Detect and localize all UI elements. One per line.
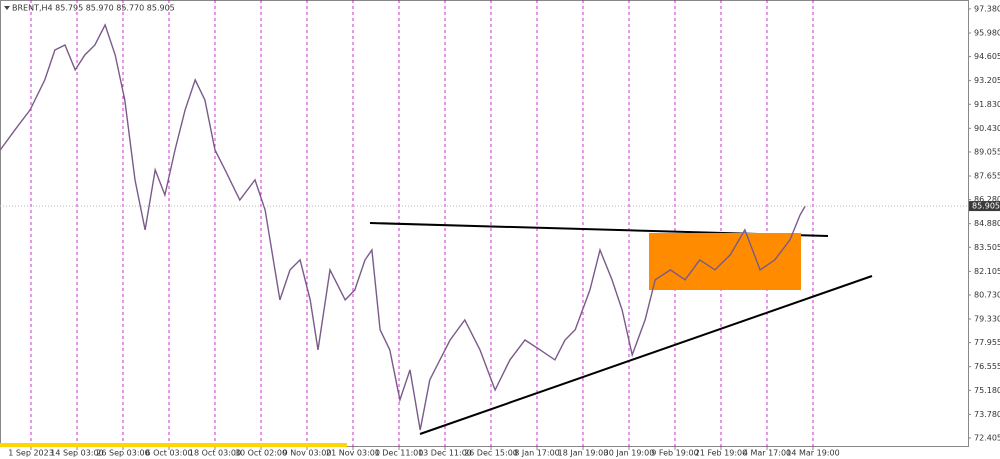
x-tick-label: 14 Sep 03:00 — [50, 449, 103, 458]
y-tick-label: 75.180 — [974, 386, 1000, 395]
x-tick-label: 18 Jan 19:00 — [558, 449, 609, 458]
x-tick-label: 4 Mar 17:00 — [743, 449, 791, 458]
y-tick-label: 91.830 — [974, 100, 1000, 109]
x-tick-label: 26 Sep 03:00 — [96, 449, 149, 458]
price-line — [0, 23, 806, 431]
y-tick-label: 87.655 — [974, 171, 1000, 180]
y-tick-label: 77.955 — [974, 338, 1000, 347]
period-bar — [0, 443, 347, 447]
x-tick-label: 30 Jan 19:00 — [604, 449, 655, 458]
y-tick-label: 86.280 — [974, 195, 1000, 204]
y-tick-label: 83.505 — [974, 243, 1000, 252]
x-tick-label: 13 Dec 11:00 — [418, 449, 472, 458]
x-tick-label: 21 Feb 19:00 — [695, 449, 747, 458]
y-tick-label: 94.605 — [974, 52, 1000, 61]
chart-title: BRENT,H4 85.795 85.970 85.770 85.905 — [12, 4, 175, 13]
y-tick-label: 72.405 — [974, 433, 1000, 442]
x-tick-label: 30 Oct 02:00 — [235, 449, 287, 458]
x-tick-label: 9 Feb 19:00 — [651, 449, 698, 458]
y-tick-label: 93.205 — [974, 76, 1000, 85]
x-tick-label: 9 Nov 03:00 — [283, 449, 332, 458]
menu-arrow — [4, 6, 10, 10]
y-tick-label: 95.980 — [974, 28, 1000, 37]
plot-frame — [0, 0, 969, 447]
last-price-label: 85.905 — [972, 202, 1000, 211]
x-tick-label: 1 Sep 2023 — [8, 449, 54, 458]
y-tick-label: 82.105 — [974, 267, 1000, 276]
y-tick-label: 80.730 — [974, 290, 1000, 299]
y-tick-label: 76.555 — [974, 362, 1000, 371]
y-tick-label: 89.055 — [974, 147, 1000, 156]
support-line — [419, 275, 873, 435]
y-tick-label: 73.780 — [974, 410, 1000, 419]
x-tick-label: 1 Dec 11:00 — [375, 449, 424, 458]
x-tick-label: 8 Jan 17:00 — [514, 449, 560, 458]
x-tick-label: 26 Dec 15:00 — [464, 449, 518, 458]
consolidation-box — [649, 233, 801, 290]
y-tick-label: 97.380 — [974, 4, 1000, 13]
x-tick-label: 14 Mar 19:00 — [786, 449, 839, 458]
y-tick-label: 79.330 — [974, 315, 1000, 324]
last-price-box — [969, 201, 1000, 212]
x-tick-label: 6 Oct 03:00 — [145, 449, 192, 458]
x-tick-label: 21 Nov 03:00 — [326, 449, 380, 458]
x-tick-label: 18 Oct 03:00 — [189, 449, 241, 458]
y-tick-label: 84.880 — [974, 219, 1000, 228]
y-tick-label: 90.430 — [974, 124, 1000, 133]
